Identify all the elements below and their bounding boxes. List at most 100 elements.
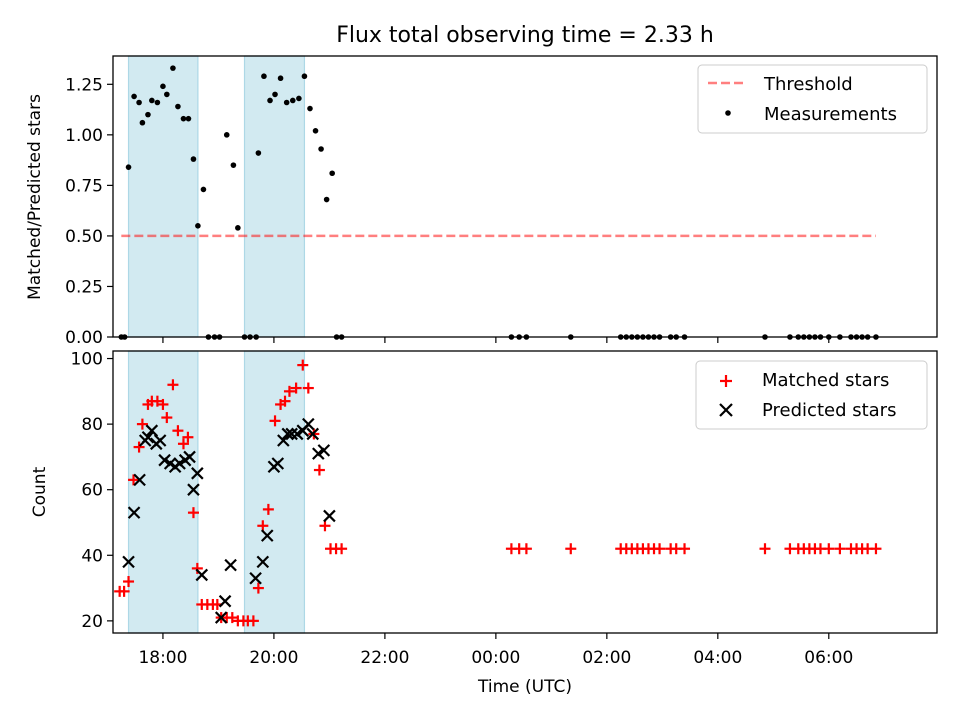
measurement-point [223,132,230,138]
matched-star-point [302,382,314,394]
bottom-x-tick-label: 06:00 [804,648,853,668]
matched-star-point [283,385,295,397]
predicted-star-point [306,427,320,441]
matched-star-point [679,543,691,555]
legend-measurements-marker [725,110,731,116]
matched-star-point [834,543,846,555]
matched-star-point [157,398,169,410]
measurement-point [307,105,313,112]
matched-star-point [262,503,274,515]
measurement-point [185,115,192,122]
bottom-y-axis: 20 40 60 80 100 [71,350,113,632]
matched-star-point [167,379,179,391]
matched-star-point [177,438,189,450]
measurement-point [329,170,335,177]
predicted-star-point [277,434,290,447]
bottom-panel: 20 40 60 80 100 18:00 20:00 22:00 00:00 02:00 04:… [30,350,938,697]
matched-star-point [123,576,135,588]
matched-star-point [128,474,140,486]
top-shaded-region [243,55,306,338]
matched-star-point [823,543,835,555]
measurement-point [145,111,151,118]
matched-star-point [759,543,771,555]
measurement-point [149,97,155,104]
predicted-star-point [302,417,315,431]
legend-predicted-marker [719,403,733,417]
matched-star-point [257,520,269,532]
measurement-point [312,127,319,134]
matched-star-point [319,520,331,532]
measurement-point [136,99,142,106]
top-shaded-region [127,55,199,338]
measurement-point [277,75,284,82]
measurement-point [170,65,176,71]
predicted-star-point [133,473,146,487]
bottom-y-tick-label: 60 [81,481,103,501]
legend-predicted-label: Predicted stars [762,400,896,421]
measurement-point [139,119,146,126]
measurement-point [301,73,308,80]
bottom-shaded-region [127,350,199,634]
matched-star-point [187,507,199,519]
measurement-point [289,97,296,104]
measurement-point [267,97,273,104]
predicted-star-point [224,558,237,572]
bottom-plot-area [114,350,882,634]
bottom-x-tick-label: 00:00 [471,648,520,668]
matched-star-point [118,585,130,597]
bottom-x-tick-label: 04:00 [693,648,742,668]
predicted-star-point [214,611,228,624]
bottom-legend-box [695,360,928,430]
predicted-star-point [195,568,209,582]
top-axes-frame [112,55,938,338]
bottom-y-tick-label: 80 [81,415,103,435]
matched-star-point [133,441,145,453]
bottom-shaded-region [243,350,306,634]
top-y-axis-label: Matched/Predicted stars [25,94,45,300]
measurement-point [272,91,278,98]
predicted-star-point [249,571,262,585]
top-y-axis: 0.00 0.25 0.50 0.75 1.00 1.25 [65,75,113,348]
measurement-point [160,83,166,90]
predicted-star-point [218,594,232,608]
measurement-point [125,164,132,170]
predicted-star-point [271,457,285,470]
measurement-point [175,103,181,110]
matched-star-point [172,425,184,437]
top-y-tick-label: 0.75 [65,176,103,196]
top-panel: 0.00 0.25 0.50 0.75 1.00 1.25 Matched/Predict… [25,55,938,348]
predicted-star-point [285,427,298,441]
measurement-point [255,150,262,156]
matched-star-point [520,543,532,555]
matched-star-point [136,418,148,430]
matched-star-point [226,612,238,624]
predicted-star-point [122,555,135,569]
top-y-tick-label: 1.00 [65,126,103,146]
measurement-point [235,225,241,231]
matched-star-point [182,431,194,443]
matched-star-point [870,543,882,555]
legend-measurements-label: Measurements [764,104,897,125]
predicted-star-point [191,467,204,480]
measurement-point [318,146,324,152]
bottom-x-tick-label: 02:00 [582,648,631,668]
bottom-legend: Matched stars Predicted stars [695,360,928,430]
matched-star-point [565,543,577,555]
legend-matched-label: Matched stars [762,370,889,391]
predicted-star-point [323,509,336,523]
top-plot-area [118,55,879,340]
matched-star-point [269,415,281,427]
measurement-point [261,73,267,80]
measurement-point [164,91,170,98]
measurement-point [296,95,302,102]
measurement-point [323,196,330,203]
figure-title: Flux total observing time = 2.33 h [336,23,714,48]
top-legend-box [697,64,928,134]
predicted-star-point [317,444,331,457]
top-x-axis [162,337,830,343]
bottom-axes-frame [112,350,938,634]
measurement-point [131,93,137,100]
measurement-point [154,99,161,106]
measurement-point [190,156,197,162]
